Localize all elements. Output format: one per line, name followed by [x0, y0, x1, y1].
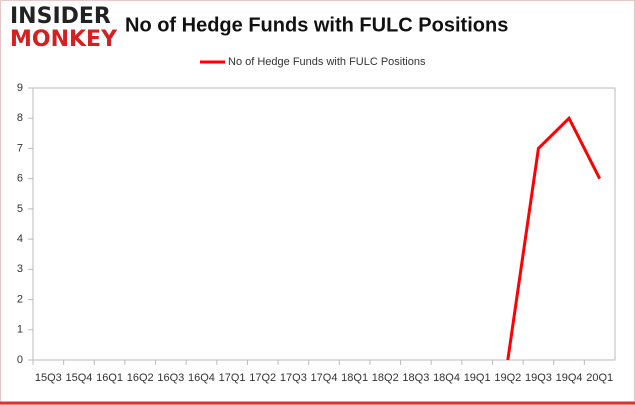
- x-tick-label: 20Q1: [586, 372, 613, 384]
- y-tick-label: 8: [17, 112, 23, 124]
- x-tick-label: 15Q4: [65, 372, 92, 384]
- logo-top: INSIDER: [10, 4, 111, 29]
- x-tick-label: 19Q1: [464, 372, 491, 384]
- plot-area: [32, 87, 616, 361]
- x-tick-label: 18Q4: [433, 372, 460, 384]
- x-tick-label: 16Q4: [188, 372, 215, 384]
- x-tick-label: 18Q2: [372, 372, 399, 384]
- y-tick-label: 0: [17, 354, 23, 366]
- x-tick-label: 16Q3: [157, 372, 184, 384]
- y-tick-label: 4: [17, 233, 23, 245]
- x-tick-label: 16Q2: [127, 372, 154, 384]
- chart-title: No of Hedge Funds with FULC Positions: [125, 14, 508, 36]
- y-tick-label: 5: [17, 203, 23, 215]
- x-tick-label: 15Q3: [35, 372, 62, 384]
- x-tick-label: 19Q3: [525, 372, 552, 384]
- x-tick-label: 18Q3: [402, 372, 429, 384]
- x-tick-label: 17Q4: [311, 372, 338, 384]
- y-tick-label: 9: [17, 82, 23, 94]
- x-tick-label: 16Q1: [96, 372, 123, 384]
- logo-bottom: MONKEY: [10, 27, 118, 52]
- legend-label: No of Hedge Funds with FULC Positions: [228, 56, 426, 68]
- x-tick-label: 19Q2: [494, 372, 521, 384]
- y-tick-label: 2: [17, 293, 23, 305]
- x-tick-label: 17Q2: [249, 372, 276, 384]
- x-tick-label: 17Q1: [219, 372, 246, 384]
- x-tick-label: 19Q4: [556, 372, 583, 384]
- x-tick-label: 18Q1: [341, 372, 368, 384]
- y-tick-label: 1: [17, 324, 23, 336]
- y-tick-label: 6: [17, 173, 23, 185]
- y-tick-label: 3: [17, 263, 23, 275]
- series-line: [506, 115, 602, 361]
- x-tick-label: 17Q3: [280, 372, 307, 384]
- y-tick-label: 7: [17, 142, 23, 154]
